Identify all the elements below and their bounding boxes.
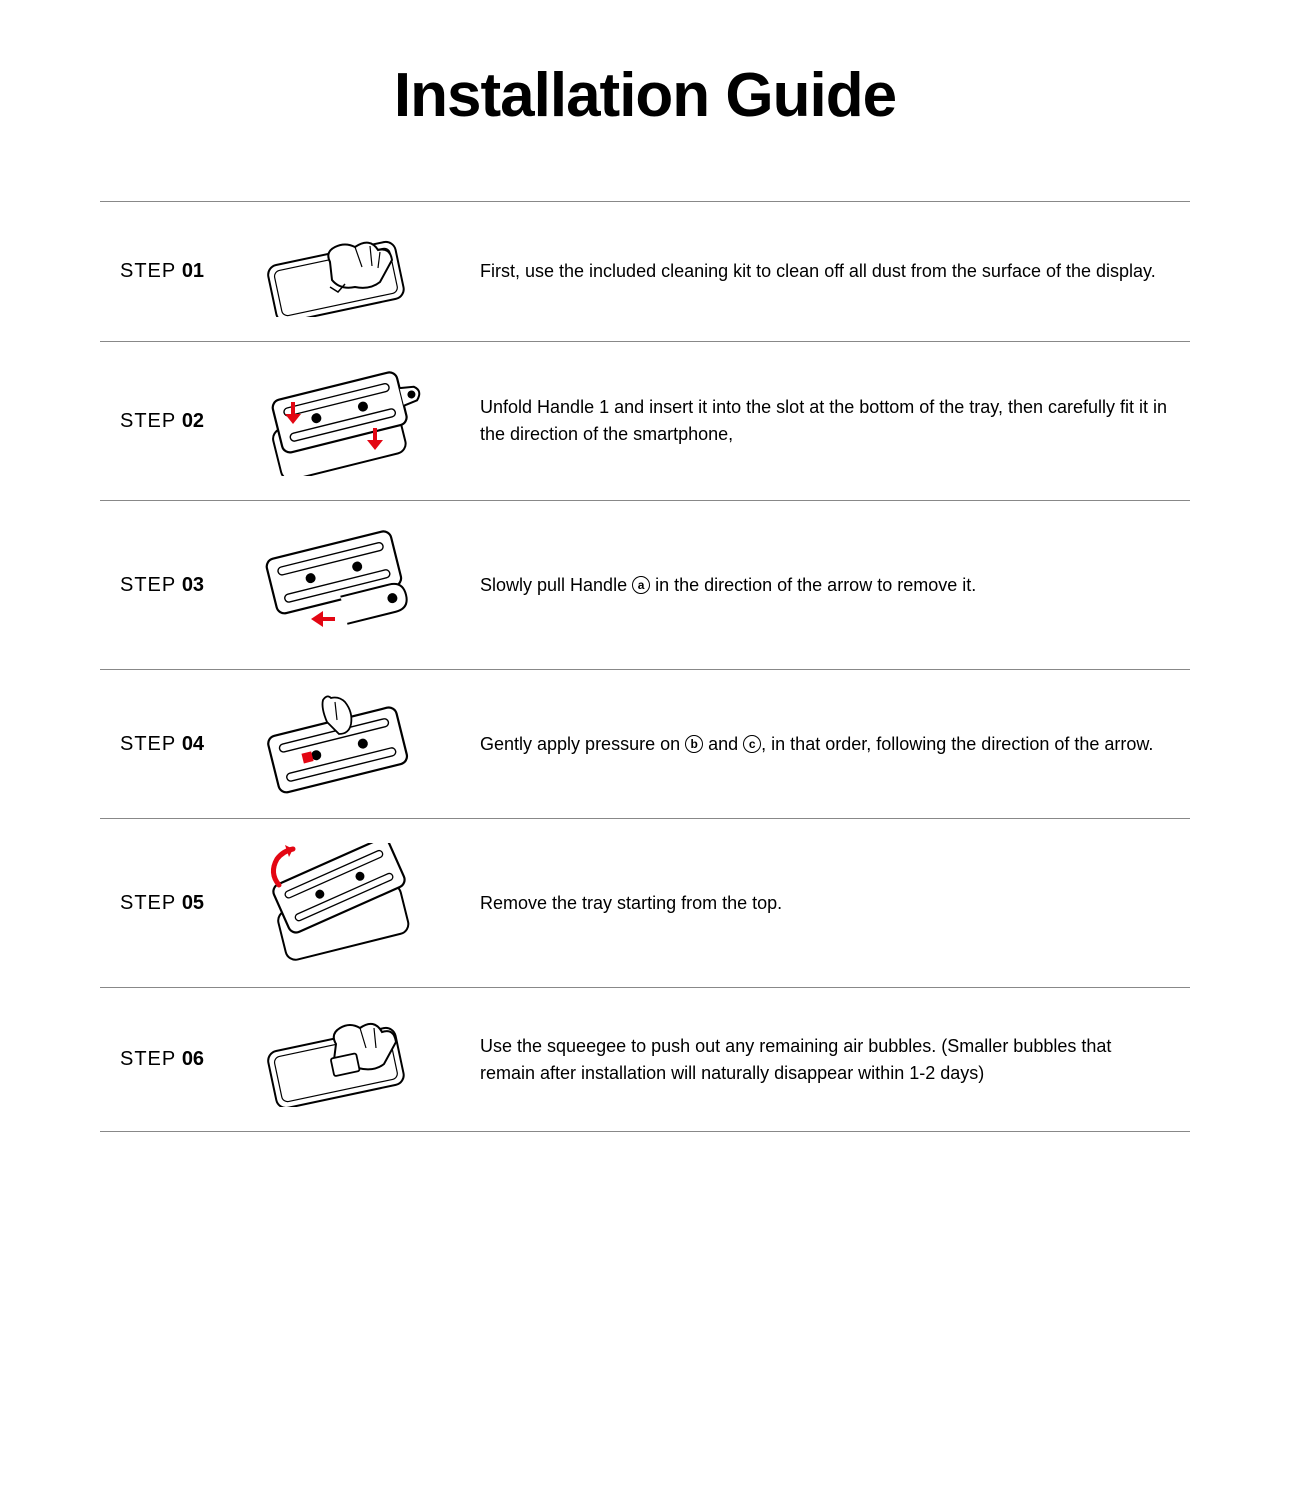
step-row: STEP 04 xyxy=(100,670,1190,819)
step-number: 05 xyxy=(182,892,204,914)
step-label: STEP 03 xyxy=(100,574,240,597)
step-description: First, use the included cleaning kit to … xyxy=(440,258,1190,285)
step-row: STEP 05 xyxy=(100,819,1190,988)
step-number: 04 xyxy=(182,733,204,755)
step-description: Unfold Handle 1 and insert it into the s… xyxy=(440,394,1190,448)
step-word: STEP xyxy=(120,1048,176,1070)
step-label: STEP 02 xyxy=(100,410,240,433)
step-description: Slowly pull Handle a in the direction of… xyxy=(440,572,1190,599)
step-row: STEP 02 xyxy=(100,342,1190,501)
circled-c-icon: c xyxy=(743,735,761,753)
installation-guide: Installation Guide STEP 01 xyxy=(0,0,1290,1172)
step-illustration-insert xyxy=(240,366,440,476)
step-word: STEP xyxy=(120,410,176,432)
steps-list: STEP 01 Firs xyxy=(100,201,1190,1132)
step-description: Gently apply pressure on b and c, in tha… xyxy=(440,731,1190,758)
step-word: STEP xyxy=(120,892,176,914)
step-word: STEP xyxy=(120,574,176,596)
page-title: Installation Guide xyxy=(100,60,1190,131)
step-illustration-squeegee xyxy=(240,1012,440,1107)
desc-text: Gently apply pressure on xyxy=(480,734,685,754)
circled-a-icon: a xyxy=(632,576,650,594)
step-row: STEP 06 Use the squeegee xyxy=(100,988,1190,1132)
desc-text: in the direction of the arrow to remove … xyxy=(650,575,976,595)
step-word: STEP xyxy=(120,260,176,282)
step-row: STEP 03 xyxy=(100,501,1190,670)
step-number: 03 xyxy=(182,574,204,596)
circled-b-icon: b xyxy=(685,735,703,753)
step-description: Remove the tray starting from the top. xyxy=(440,890,1190,917)
step-label: STEP 01 xyxy=(100,260,240,283)
desc-text: and xyxy=(703,734,743,754)
step-illustration-clean xyxy=(240,227,440,317)
step-number: 06 xyxy=(182,1048,204,1070)
step-illustration-remove xyxy=(240,843,440,963)
step-description: Use the squeegee to push out any remaini… xyxy=(440,1033,1190,1087)
step-row: STEP 01 Firs xyxy=(100,202,1190,342)
desc-text: Slowly pull Handle xyxy=(480,575,632,595)
step-label: STEP 06 xyxy=(100,1048,240,1071)
step-number: 02 xyxy=(182,410,204,432)
step-label: STEP 04 xyxy=(100,733,240,756)
step-number: 01 xyxy=(182,260,204,282)
desc-text: , in that order, following the direction… xyxy=(761,734,1153,754)
step-illustration-press xyxy=(240,694,440,794)
step-label: STEP 05 xyxy=(100,892,240,915)
step-word: STEP xyxy=(120,733,176,755)
step-illustration-pull xyxy=(240,525,440,645)
